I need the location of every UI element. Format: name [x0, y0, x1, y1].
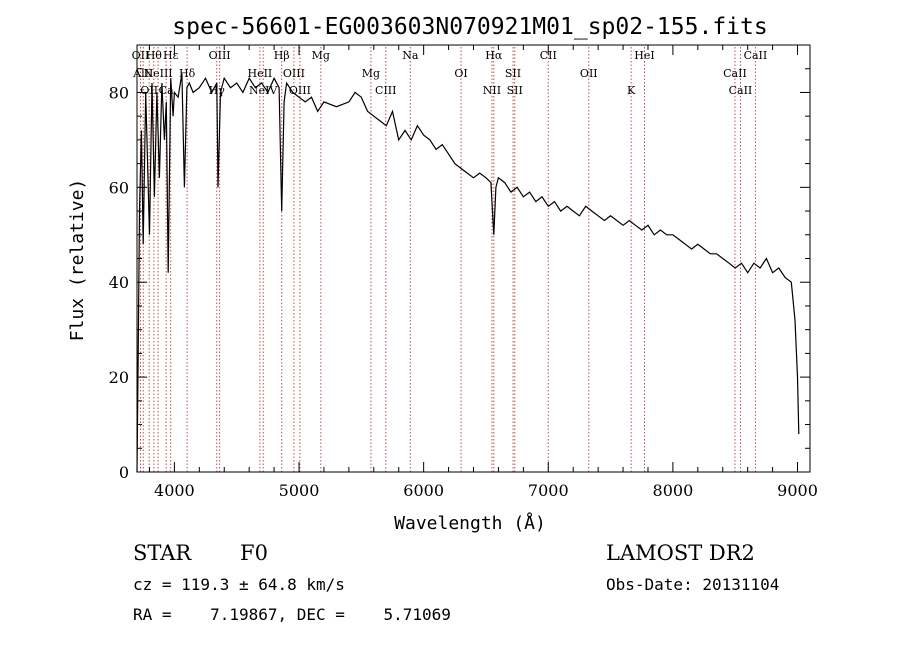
- coordinates: RA = 7.19867, DEC = 5.71069: [133, 605, 451, 624]
- line-label: SII: [507, 84, 523, 97]
- y-tick-label: 0: [119, 463, 129, 482]
- line-label: OII: [140, 84, 158, 97]
- line-label: NII: [483, 84, 501, 97]
- spectral-line-markers: [139, 47, 756, 472]
- x-axis-label: Wavelength (Å): [394, 512, 546, 534]
- observation-date: Obs-Date: 20131104: [606, 575, 779, 594]
- line-label: Hβ: [274, 49, 290, 62]
- x-tick-label: 8000: [653, 481, 694, 500]
- line-label: SII: [505, 67, 521, 80]
- line-label: Na: [402, 49, 419, 62]
- x-tick-label: 6000: [403, 481, 444, 500]
- line-label: OII: [132, 49, 150, 62]
- line-label: CaII: [729, 84, 753, 97]
- x-tick-label: 9000: [777, 481, 818, 500]
- y-axis: 0 20 40 60 80: [109, 68, 810, 482]
- line-label: NeIII: [143, 67, 172, 80]
- line-label: CaII: [723, 67, 747, 80]
- y-tick-label: 40: [109, 273, 129, 292]
- line-label: OI: [454, 67, 467, 80]
- line-label: Mg: [312, 49, 330, 62]
- line-label: Hδ: [179, 67, 196, 80]
- x-tick-label: 7000: [528, 481, 569, 500]
- line-label: HeII: [247, 67, 272, 80]
- line-label: CIII: [375, 84, 396, 97]
- redshift-cz: cz = 119.3 ± 64.8 km/s: [133, 575, 345, 594]
- spectral-subclass: F0: [240, 541, 268, 565]
- line-label: CII: [540, 49, 557, 62]
- line-label: Mg: [362, 67, 380, 80]
- chart-title: spec-56601-EG003603N070921M01_sp02-155.f…: [172, 14, 767, 40]
- object-type: STAR: [133, 541, 192, 565]
- survey-name: LAMOST DR2: [606, 541, 755, 565]
- line-label: OIII: [283, 67, 305, 80]
- line-label: HeI: [634, 49, 654, 62]
- x-axis: 4000 5000 6000 7000 8000 9000: [148, 45, 818, 500]
- y-axis-label: Flux (relative): [67, 179, 88, 342]
- line-label: OIII: [209, 49, 231, 62]
- y-tick-label: 60: [109, 178, 129, 197]
- line-label: OII: [580, 67, 598, 80]
- x-tick-label: 5000: [279, 481, 320, 500]
- spectrum-line: [136, 73, 800, 473]
- y-tick-label: 20: [109, 368, 129, 387]
- line-label: CaII: [744, 49, 768, 62]
- x-tick-label: 4000: [154, 481, 195, 500]
- line-label: Hα: [485, 49, 503, 62]
- line-label: Hθ: [146, 49, 163, 62]
- y-tick-label: 80: [109, 83, 129, 102]
- line-label: Hε: [163, 49, 179, 62]
- spectral-line-labels: OIIAlIIOIIHθNeIIICaHεHδHγOIIIHeIINeIVHβO…: [132, 49, 768, 97]
- plot-frame: [136, 44, 811, 473]
- line-label: K: [627, 84, 636, 97]
